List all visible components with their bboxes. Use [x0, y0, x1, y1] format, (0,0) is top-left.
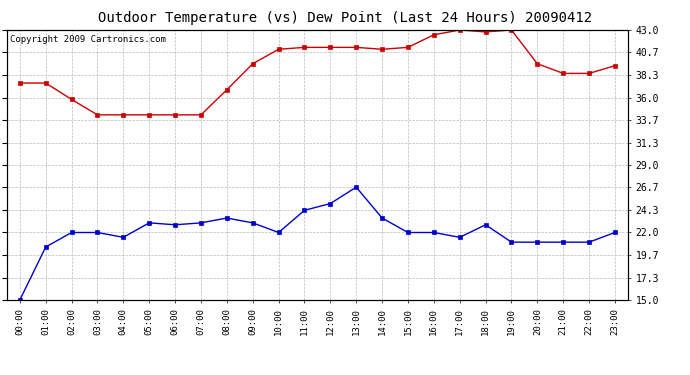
- Text: Copyright 2009 Cartronics.com: Copyright 2009 Cartronics.com: [10, 35, 166, 44]
- Text: Outdoor Temperature (vs) Dew Point (Last 24 Hours) 20090412: Outdoor Temperature (vs) Dew Point (Last…: [98, 11, 592, 25]
